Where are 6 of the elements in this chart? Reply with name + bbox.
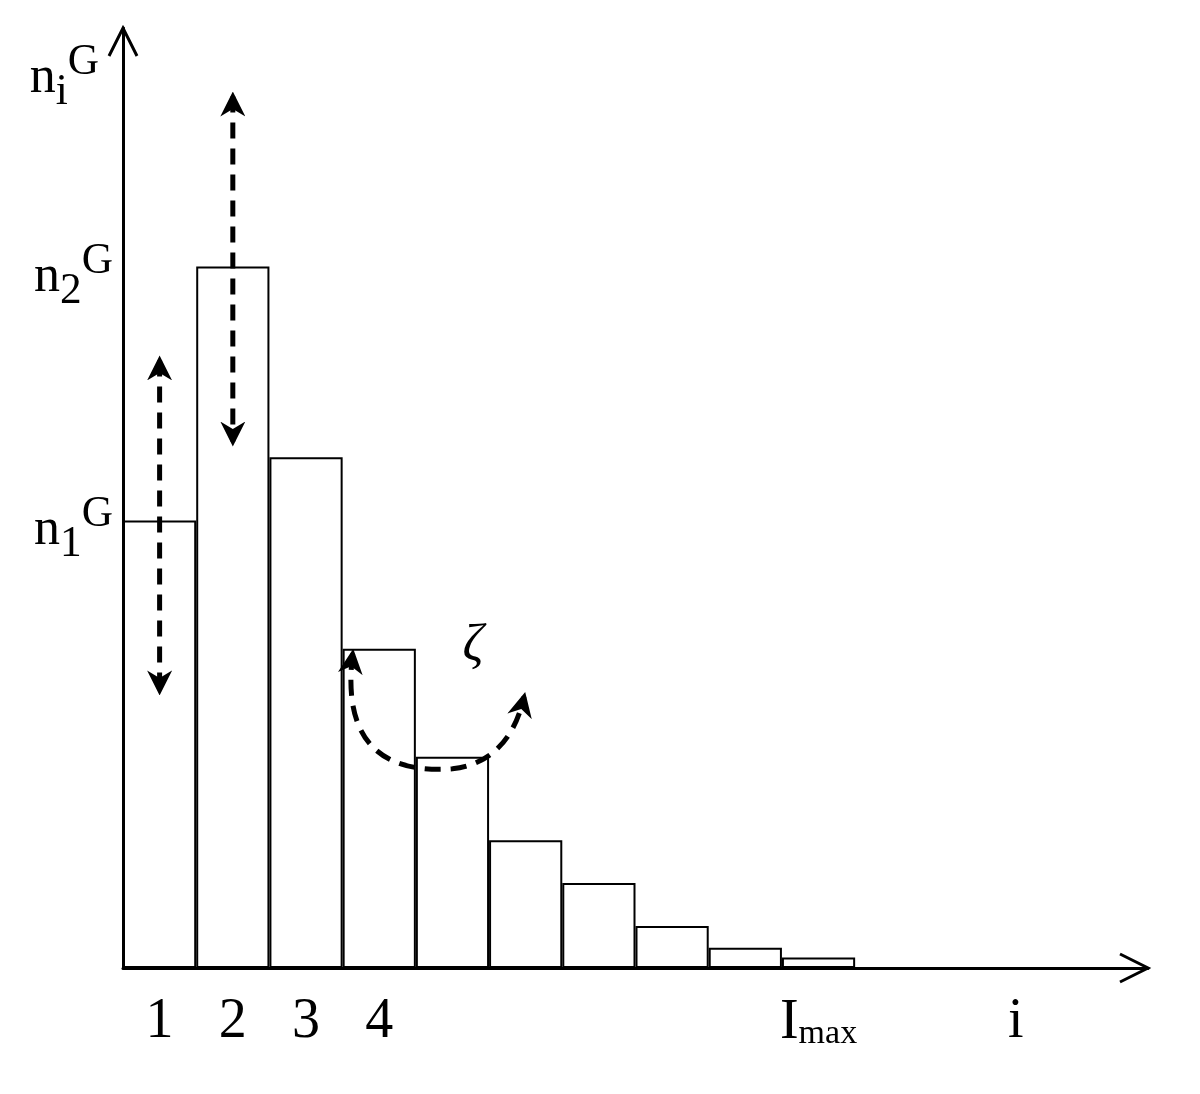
x-axis-title: i [1008,987,1024,1049]
x-tick-label: 4 [365,987,394,1049]
x-tick-label: 2 [218,987,247,1049]
x-tick-label: 1 [145,987,174,1049]
x-tick-label: 3 [292,987,321,1049]
x-tick-label: Imax [779,988,858,1050]
